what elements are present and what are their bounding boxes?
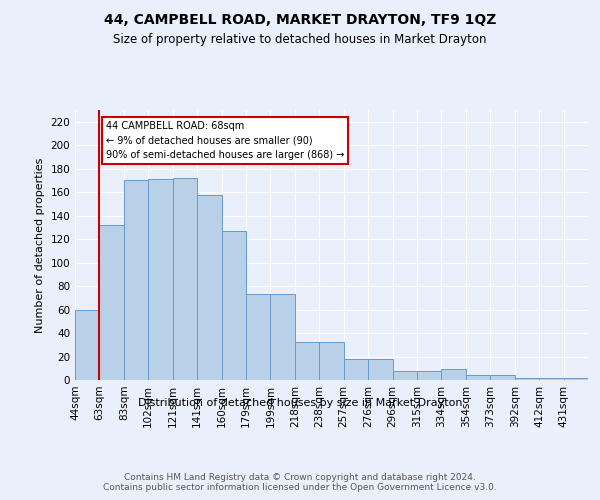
Text: 44 CAMPBELL ROAD: 68sqm
← 9% of detached houses are smaller (90)
90% of semi-det: 44 CAMPBELL ROAD: 68sqm ← 9% of detached… xyxy=(106,120,344,160)
Bar xyxy=(466,376,490,380)
Bar xyxy=(563,378,588,380)
Bar xyxy=(392,370,417,380)
Bar xyxy=(75,310,100,380)
Bar xyxy=(490,376,515,380)
Bar xyxy=(246,294,271,380)
Bar xyxy=(442,370,466,380)
Text: Size of property relative to detached houses in Market Drayton: Size of property relative to detached ho… xyxy=(113,32,487,46)
Bar xyxy=(124,180,148,380)
Text: Distribution of detached houses by size in Market Drayton: Distribution of detached houses by size … xyxy=(138,398,462,407)
Bar xyxy=(173,178,197,380)
Bar xyxy=(539,378,563,380)
Bar xyxy=(515,378,539,380)
Bar xyxy=(197,194,221,380)
Bar xyxy=(100,225,124,380)
Text: 44, CAMPBELL ROAD, MARKET DRAYTON, TF9 1QZ: 44, CAMPBELL ROAD, MARKET DRAYTON, TF9 1… xyxy=(104,12,496,26)
Bar xyxy=(148,180,173,380)
Bar xyxy=(271,294,295,380)
Y-axis label: Number of detached properties: Number of detached properties xyxy=(35,158,45,332)
Text: Contains HM Land Registry data © Crown copyright and database right 2024.
Contai: Contains HM Land Registry data © Crown c… xyxy=(103,472,497,492)
Bar xyxy=(344,359,368,380)
Bar xyxy=(417,370,442,380)
Bar xyxy=(319,342,344,380)
Bar xyxy=(368,359,392,380)
Bar xyxy=(295,342,319,380)
Bar xyxy=(221,231,246,380)
